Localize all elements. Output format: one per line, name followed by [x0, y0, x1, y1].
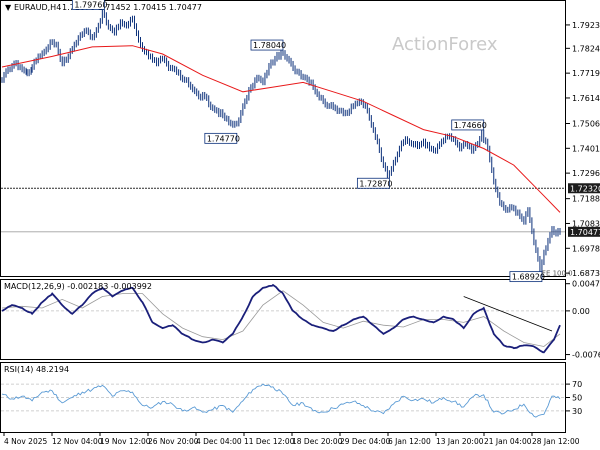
watermark: ActionForex — [392, 34, 498, 55]
symbol-label: EURAUD,H4 — [14, 3, 61, 12]
x-tick-label: 26 Nov 20:00 — [148, 437, 199, 446]
price-tick-label: 1.71880 — [572, 195, 600, 204]
level-value-label: 1.72320 — [570, 184, 600, 193]
price-annotation-box — [356, 177, 390, 189]
price-lines — [1, 9, 561, 272]
price-annotation: 1.68920 — [512, 273, 545, 282]
price-tick-label: 1.77190 — [572, 69, 600, 78]
price-tick-label: 1.69780 — [572, 244, 600, 253]
price-annotation: 1.74770 — [207, 134, 240, 143]
macd-lines — [1, 283, 561, 354]
current-price-label: 1.70477 — [570, 228, 600, 237]
price-tick-label: 1.74010 — [572, 144, 600, 153]
price-annotation-box — [71, 0, 105, 10]
x-tick-label: 4 Dec 04:00 — [196, 437, 242, 446]
price-annotation-box — [451, 119, 485, 131]
x-tick-label: 13 Jan 20:00 — [436, 437, 484, 446]
macd-axis: 0.004731 0.00 -0.007601 — [566, 280, 600, 360]
price-tick-label: 1.68730 — [572, 269, 600, 278]
price-axis: 1.79230 1.78240 1.77190 1.76140 1.75060 1.740… — [566, 21, 600, 278]
rsi-panel-frame — [0, 362, 566, 433]
macd-tick-label: 0.00 — [572, 307, 590, 316]
x-tick-label: 29 Dec 04:00 — [340, 437, 391, 446]
moving-average-line — [1, 45, 561, 213]
rsi-axis: 70 50 30 — [566, 380, 582, 416]
price-grid — [1, 187, 565, 233]
rsi-tick-label: 70 — [572, 380, 582, 389]
x-tick-label: 6 Jan 12:00 — [388, 437, 431, 446]
price-annotations: 1.79760 1.78040 1.74770 1.72870 1.74660 1.689… — [71, 0, 573, 283]
rsi-tick-label: 30 — [572, 407, 582, 416]
price-panel-frame — [0, 0, 566, 277]
rsi-grid — [1, 383, 565, 412]
current-price-label-bg — [568, 226, 600, 237]
x-tick-label: 28 Jan 12:00 — [532, 437, 580, 446]
price-annotation-box — [250, 39, 284, 51]
x-tick-label: 19 Nov 12:00 — [100, 437, 151, 446]
macd-label: MACD(12,26,9) -0.002183 -0.003992 — [4, 282, 152, 291]
x-tick-label: 11 Dec 12:00 — [244, 437, 295, 446]
dropdown-icon[interactable]: ▼ — [5, 3, 12, 12]
price-tick-label: 1.75060 — [572, 119, 600, 128]
price-tick-label: 1.72960 — [572, 169, 600, 178]
price-annotation-box — [204, 132, 238, 144]
x-tick-label: 18 Dec 20:00 — [292, 437, 343, 446]
macd-line — [1, 283, 561, 354]
price-tick-label: 1.76140 — [572, 94, 600, 103]
rsi-line — [1, 383, 561, 418]
price-annotation-box — [509, 271, 543, 283]
price-annotation: 1.78040 — [253, 41, 286, 50]
macd-tick-label: -0.007601 — [572, 351, 600, 360]
price-tick-label: 1.70830 — [572, 219, 600, 228]
ohlc-label: 1.71076 1.71452 1.70415 1.70477 — [62, 3, 202, 12]
macd-signal-line — [1, 290, 561, 347]
price-annotation: 1.79760 — [74, 0, 107, 9]
macd-trendline — [463, 296, 553, 332]
price-tick-label: 1.78240 — [572, 44, 600, 53]
x-tick-label: 4 Nov 2025 — [4, 437, 47, 446]
rsi-tick-label: 50 — [572, 394, 582, 403]
fib-label: FE 100.0 — [542, 270, 573, 278]
rsi-lines — [1, 383, 561, 418]
price-annotation: 1.72870 — [359, 179, 392, 188]
rsi-label: RSI(14) 48.2194 — [4, 365, 69, 374]
price-annotation: 1.74660 — [454, 121, 487, 130]
level-value-label-bg — [568, 183, 600, 194]
macd-panel-frame — [0, 279, 566, 360]
x-tick-label: 12 Nov 04:00 — [52, 437, 103, 446]
macd-tick-label: 0.004731 — [572, 280, 600, 289]
price-tick-label: 1.79230 — [572, 21, 600, 30]
x-tick-label: 21 Jan 04:00 — [484, 437, 532, 446]
